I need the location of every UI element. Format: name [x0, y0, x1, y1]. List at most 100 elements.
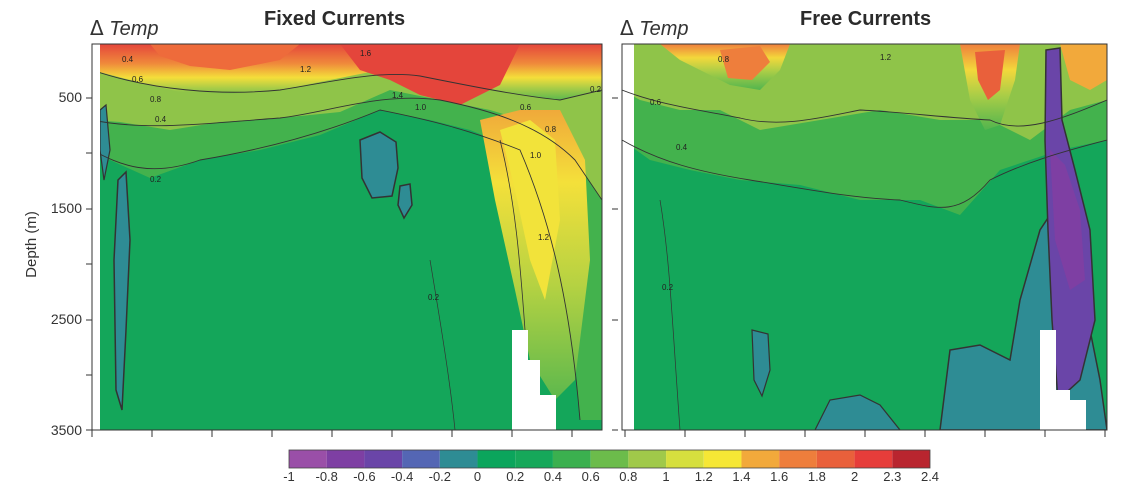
y-ticks	[86, 97, 618, 431]
delta-word: Temp	[109, 18, 159, 40]
colorbar-tick-label: 0	[473, 469, 482, 484]
contour-line	[659, 199, 681, 430]
colorbar-tick-label: 1	[662, 469, 670, 484]
surface-hot-patch	[150, 44, 300, 70]
colorbar-tick-label: 0.4	[543, 469, 562, 484]
contour-label: 0.2	[150, 175, 162, 184]
panel-left-delta-label: Δ Temp	[90, 16, 159, 41]
colorbar-swatch	[590, 450, 629, 468]
cold-pocket-small	[397, 183, 413, 220]
contour-label: 0.4	[676, 143, 688, 152]
contour-label: 0.4	[122, 55, 134, 64]
contour-label: 1.4	[392, 91, 404, 100]
cold-bottom-patch	[814, 394, 901, 430]
western-cold-column	[113, 170, 131, 411]
surface-hot-patch	[720, 46, 770, 80]
contour-line	[92, 97, 602, 201]
colorbar-frame	[288, 449, 931, 469]
cold-pocket	[359, 131, 399, 199]
panel-left-plot	[92, 44, 602, 430]
bathymetry-mask	[512, 330, 556, 430]
colorbar-swatch	[439, 450, 478, 468]
colorbar-swatch	[628, 450, 667, 468]
contour-label: 1.6	[360, 49, 372, 58]
contour-label: 0.6	[650, 98, 662, 107]
panel-left-title: Fixed Currents	[264, 8, 406, 30]
colorbar-tick-label: 0.6	[581, 469, 600, 484]
contour-label: 0.8	[150, 95, 162, 104]
panel-right-plot	[622, 44, 1107, 430]
delta-symbol: Δ	[620, 16, 634, 40]
colorbar-tick-label: -0.2	[428, 469, 452, 484]
colorbar-tick-label: 1.6	[770, 469, 789, 484]
bathymetry-mask	[1040, 330, 1086, 430]
mid-layer-region	[92, 44, 602, 420]
colorbar-tick-label: -0.6	[353, 469, 376, 484]
y-tick-label: 1500	[50, 200, 82, 216]
contour-line	[92, 109, 581, 421]
contour-line	[92, 69, 602, 101]
cooling-column-core	[1050, 150, 1085, 290]
colorbar-swatch	[552, 450, 591, 468]
contour-line	[499, 139, 526, 331]
colorbar-swatch	[326, 450, 365, 468]
colorbar-swatch	[515, 450, 553, 468]
cold-bottom-patch-west	[751, 329, 771, 398]
contour-label: 0.2	[590, 85, 602, 94]
x-ticks	[91, 430, 1106, 437]
colorbar-tick-label: 0.8	[619, 469, 638, 484]
colorbar-swatch	[364, 450, 403, 468]
delta-word: Temp	[639, 18, 689, 40]
y-tick-label: 2500	[50, 311, 82, 327]
colorbar-swatch	[892, 450, 930, 468]
contour-line	[622, 89, 1107, 127]
colorbar-tick-label: -1	[283, 469, 295, 484]
contour-labels-right: 0.8 1.2 0.6 0.4 0.2	[650, 53, 892, 292]
contour-label: 0.8	[545, 125, 557, 134]
colorbar-swatch	[402, 450, 440, 468]
colorbar-tick-label: -0.8	[315, 469, 338, 484]
colorbar-tick-label: 2	[850, 469, 859, 484]
surface-warm-patch	[1060, 44, 1107, 90]
colorbar-tick-label: 1.2	[694, 469, 713, 484]
surface-hot-core	[975, 50, 1005, 100]
surface-hot-core	[340, 44, 520, 105]
coast-mask	[92, 44, 100, 430]
contour-line	[622, 139, 1107, 208]
contour-line	[429, 259, 456, 430]
colorbar-swatch	[477, 450, 516, 468]
contour-label: 0.6	[132, 75, 144, 84]
colorbar-swatch	[741, 450, 780, 468]
colorbar-swatch	[816, 450, 855, 468]
colorbar-swatch	[703, 450, 742, 468]
colorbar-swatch	[854, 450, 893, 468]
colorbar-swatch	[666, 450, 704, 468]
contour-label: 1.0	[530, 151, 542, 160]
contour-label: 0.2	[662, 283, 674, 292]
plume-core	[500, 120, 560, 300]
colorbar-tick-label: 2.4	[920, 469, 940, 484]
colorbar-swatch	[779, 450, 817, 468]
coast-mask	[622, 44, 634, 430]
contour-label: 1.2	[880, 53, 892, 62]
contour-label: 1.0	[415, 103, 427, 112]
y-tick-label: 3500	[50, 422, 82, 438]
y-tick-label: 500	[58, 89, 82, 105]
panel-right-title: Free Currents	[800, 8, 932, 30]
panel-right-delta-label: Δ Temp	[620, 16, 689, 41]
contour-label: 0.6	[520, 103, 532, 112]
contour-labels-left: 0.4 0.6 0.8 1.0 1.2 1.4 1.6 0.2 0.4 0.6 …	[122, 49, 602, 302]
colorbar-tick-label: 1.4	[732, 469, 751, 484]
contour-label: 0.4	[155, 115, 167, 124]
colorbar-tick-label: 1.8	[807, 469, 826, 484]
colorbar-tick-label: -0.4	[390, 469, 414, 484]
colorbar	[288, 449, 931, 469]
delta-symbol: Δ	[90, 16, 104, 40]
contour-label: 1.2	[300, 65, 312, 74]
colorbar-tick-label: 2.3	[883, 469, 902, 484]
contour-label: 0.2	[428, 293, 440, 302]
colorbar-swatch	[289, 450, 327, 468]
contour-label: 1.2	[538, 233, 550, 242]
contour-label: 0.8	[718, 55, 730, 64]
